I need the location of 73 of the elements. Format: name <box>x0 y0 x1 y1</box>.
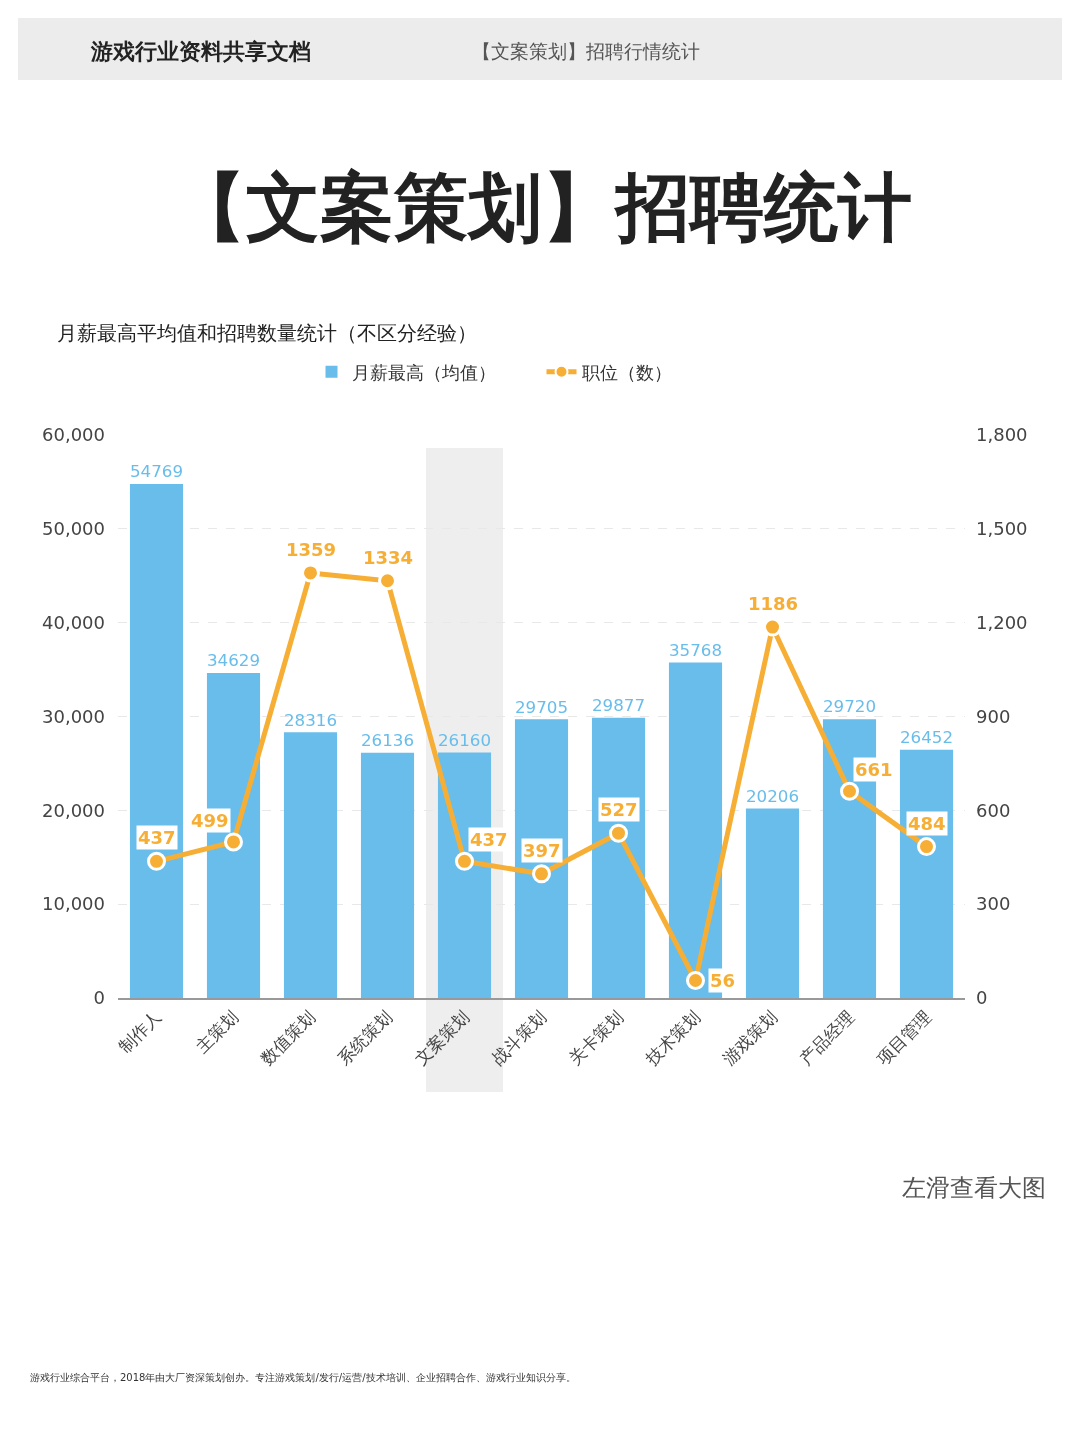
x-tick-label: 项目管理 <box>873 1006 936 1069</box>
y2-tick-label: 1,200 <box>976 611 1028 633</box>
legend-label: 月薪最高（均值） <box>351 361 496 383</box>
data-label: 29705 <box>514 696 569 717</box>
point <box>763 617 782 637</box>
bar <box>283 732 338 998</box>
chart-subtitle: 月薪最高平均值和招聘数量统计（不区分经验） <box>57 321 477 345</box>
y2-tick-label: 900 <box>976 705 1011 727</box>
chart-title: 【文案策划】招聘统计 <box>171 163 912 250</box>
data-label: 1359 <box>286 539 337 560</box>
data-label: 499 <box>191 810 229 831</box>
point <box>686 970 705 990</box>
y-tick-label: 40,000 <box>42 611 105 633</box>
point <box>609 823 628 843</box>
bar <box>514 719 569 998</box>
data-label: 527 <box>600 799 638 820</box>
bar <box>745 808 800 998</box>
x-tick-label: 数值策划 <box>257 1006 320 1069</box>
point <box>301 563 320 583</box>
y2-tick-label: 0 <box>976 987 988 1009</box>
x-tick-label: 产品经理 <box>796 1006 859 1069</box>
y-tick-label: 30,000 <box>42 705 105 727</box>
text: 左滑查看大图 <box>902 1174 1046 1202</box>
text: 【文案策划】招聘行情统计 <box>472 40 700 62</box>
data-label: 26452 <box>899 727 954 748</box>
data-label: 26160 <box>437 729 492 750</box>
bar <box>129 484 184 998</box>
y-tick-label: 10,000 <box>42 893 105 915</box>
data-label: 26136 <box>360 730 415 751</box>
x-tick-label: 系统策划 <box>334 1006 397 1069</box>
data-label: 29877 <box>591 694 646 715</box>
x-tick-label: 技术策划 <box>641 1006 705 1070</box>
point <box>917 837 936 857</box>
bar <box>360 752 415 998</box>
x-tick-label: 制作人 <box>115 1006 166 1057</box>
data-label: 20206 <box>745 785 800 806</box>
data-label: 661 <box>855 759 893 780</box>
text: 游戏行业资料共享文档 <box>90 39 311 64</box>
bar <box>591 717 646 998</box>
data-label: 437 <box>138 827 176 848</box>
text: 游戏行业综合平台，2018年由大厂资深策划创办。专注游戏策划/发行/运营/技术培训、企业招聘合作、游戏行业知识分享。 <box>30 1372 576 1383</box>
data-label: 28316 <box>283 710 338 730</box>
data-label: 484 <box>908 813 946 834</box>
y2-tick-label: 1,800 <box>976 424 1028 446</box>
data-label: 397 <box>523 840 561 861</box>
data-label: 29720 <box>822 696 877 717</box>
data-label: 437 <box>470 829 508 850</box>
y-tick-label: 0 <box>93 987 105 1009</box>
x-tick-label: 文案策划 <box>411 1006 474 1069</box>
data-label: 34629 <box>206 650 261 671</box>
data-label: 1186 <box>748 593 799 614</box>
point <box>532 864 551 884</box>
point <box>378 571 397 591</box>
data-label: 54769 <box>129 461 184 482</box>
x-tick-label: 战斗策划 <box>488 1006 551 1069</box>
x-tick-label: 关卡策划 <box>565 1006 628 1069</box>
y-tick-label: 60,000 <box>42 424 105 446</box>
y2-tick-label: 600 <box>976 799 1011 821</box>
x-tick-label: 主策划 <box>192 1006 243 1057</box>
y2-tick-label: 300 <box>976 893 1011 915</box>
point <box>455 851 474 871</box>
y2-tick-label: 1,500 <box>976 518 1028 540</box>
x-tick-label: 游戏策划 <box>719 1006 782 1069</box>
data-label: 56 <box>710 970 736 991</box>
point <box>224 832 243 852</box>
point <box>840 781 859 801</box>
data-label: 1334 <box>363 547 414 568</box>
data-label: 35768 <box>668 639 723 660</box>
point <box>147 851 166 871</box>
bar <box>899 749 954 998</box>
y-tick-label: 50,000 <box>42 518 105 540</box>
legend-label: 职位（数） <box>581 361 672 383</box>
y-tick-label: 20,000 <box>42 799 105 821</box>
